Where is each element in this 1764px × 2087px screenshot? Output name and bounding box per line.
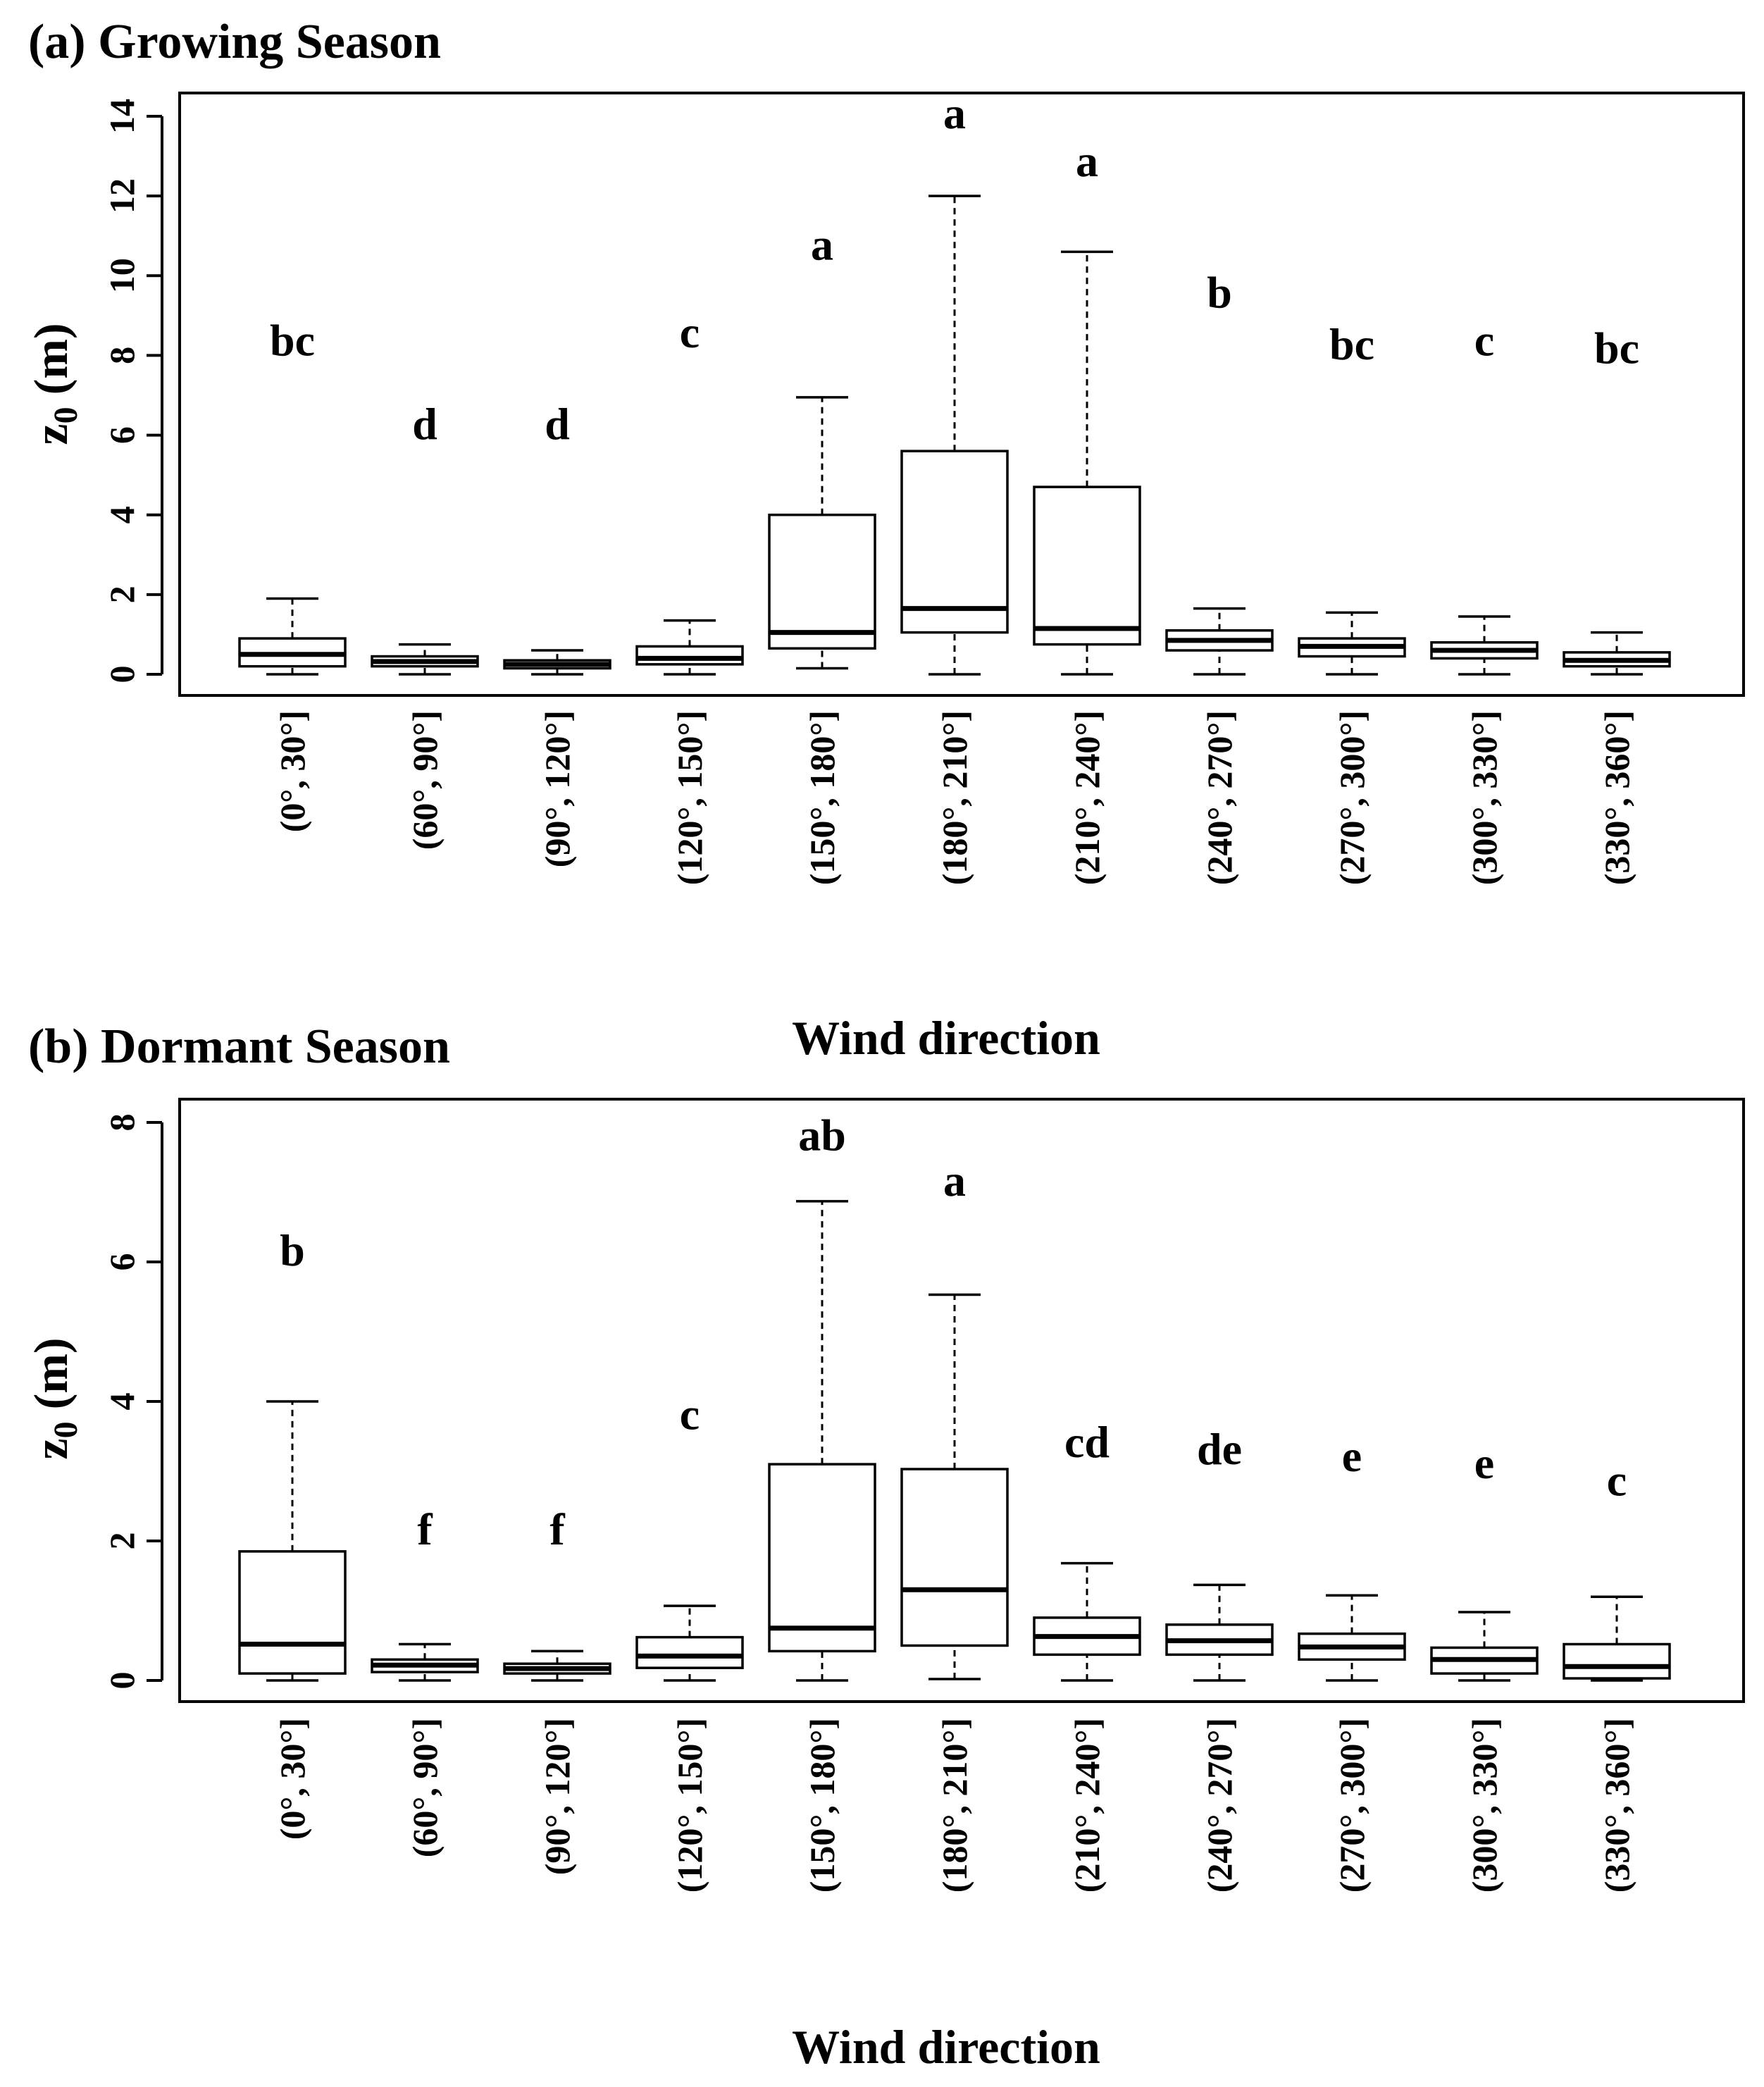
panel-a-x-category-label-11: (330°, 360°] xyxy=(1597,710,1636,885)
panel-a-x-category-label-3: (90°, 120°] xyxy=(538,710,577,867)
panel-b-x-axis-title: Wind direction xyxy=(792,2020,1100,2074)
panel-a-significance-letter-7: a xyxy=(1076,136,1098,186)
panel-a-box-1 xyxy=(238,597,347,676)
panel-b-significance-letter-2: f xyxy=(417,1504,433,1554)
panel-b-significance-letter-4: c xyxy=(680,1389,700,1439)
panel-a-title: (a) Growing Season xyxy=(28,15,441,69)
panel-a-iqr-box xyxy=(1033,485,1141,646)
panel-b-x-category-label-5: (150°, 180°] xyxy=(802,1718,842,1893)
panel-b-x-category-label-6: (180°, 210°] xyxy=(935,1718,974,1893)
panel-b-iqr-box xyxy=(238,1550,347,1675)
panel-a-significance-letter-1: bc xyxy=(270,315,315,365)
panel-a-x-category-label-8: (240°, 270°] xyxy=(1200,710,1239,885)
panel-b-box-1 xyxy=(238,1400,347,1682)
panel-b-significance-letter-1: b xyxy=(280,1225,305,1275)
panel-a-iqr-box xyxy=(900,450,1009,634)
panel-b-iqr-box xyxy=(900,1468,1009,1647)
panel-a-box-3 xyxy=(503,649,611,676)
panel-a-x-category-label-4: (120°, 150°] xyxy=(670,710,709,885)
panel-b-significance-letter-8: de xyxy=(1197,1424,1242,1474)
panel-a-y-tick-label: 2 xyxy=(102,586,142,603)
panel-a-x-category-label-2: (60°, 90°] xyxy=(405,710,445,850)
panel-a-x-category-label-10: (300°, 330°] xyxy=(1465,710,1504,885)
panel-a-box-5 xyxy=(768,396,876,670)
panel-b-iqr-box xyxy=(635,1635,744,1669)
panel-b-iqr-box xyxy=(768,1463,876,1653)
panel-a-box-4 xyxy=(635,619,744,676)
panel-b-significance-letter-11: c xyxy=(1607,1456,1627,1506)
panel-b-significance-letter-3: f xyxy=(549,1504,565,1554)
panel-a-x-category-label-1: (0°, 30°] xyxy=(273,710,312,832)
panel-b-box-7 xyxy=(1033,1561,1141,1682)
panel-b-iqr-box xyxy=(1563,1642,1671,1680)
panel-b-x-category-label-3: (90°, 120°] xyxy=(538,1718,577,1875)
panel-b-x-category-label-9: (270°, 300°] xyxy=(1332,1718,1372,1893)
panel-a-significance-letter-3: d xyxy=(545,399,570,449)
panel-b-significance-letter-5: ab xyxy=(798,1110,846,1160)
panel-b-box-5 xyxy=(768,1200,876,1682)
panel-a-significance-letter-5: a xyxy=(811,220,833,270)
panel-b-significance-letter-7: cd xyxy=(1064,1417,1110,1467)
panel-b-y-tick-label: 6 xyxy=(102,1253,142,1271)
panel-a-iqr-box xyxy=(635,645,744,666)
panel-b-y-tick-label: 2 xyxy=(102,1532,142,1550)
panel-b-y-tick-label: 0 xyxy=(102,1672,142,1690)
panel-a-box-11 xyxy=(1563,631,1671,676)
panel-b-x-category-label-4: (120°, 150°] xyxy=(670,1718,709,1893)
panel-b-x-category-label-2: (60°, 90°] xyxy=(405,1718,445,1857)
panel-b-x-category-label-10: (300°, 330°] xyxy=(1465,1718,1504,1893)
panel-a-significance-letter-11: bc xyxy=(1594,323,1639,373)
panel-b-box-6 xyxy=(900,1293,1009,1680)
panel-b-plot-frame xyxy=(178,1098,1745,1703)
panel-a-y-tick-label: 0 xyxy=(102,666,142,683)
panel-dormant-season: (b) Dormant Season z0 (m) Wind direction… xyxy=(24,1020,1745,2074)
panel-b-significance-letter-10: e xyxy=(1474,1438,1494,1488)
panel-a-x-axis-title: Wind direction xyxy=(792,1011,1100,1065)
panel-a-y-tick-label: 8 xyxy=(102,347,142,364)
panel-a-significance-letter-9: bc xyxy=(1329,319,1374,369)
panel-a-box-10 xyxy=(1430,615,1539,676)
panel-b-title: (b) Dormant Season xyxy=(28,1020,450,1074)
panel-b-x-category-label-1: (0°, 30°] xyxy=(273,1718,312,1840)
panel-b-box-2 xyxy=(371,1642,479,1682)
panel-a-box-9 xyxy=(1298,611,1406,676)
panel-growing-season: (a) Growing Season z0 (m) Wind direction… xyxy=(24,15,1745,1065)
panel-a-box-8 xyxy=(1165,607,1274,676)
panel-a-y-tick-label: 14 xyxy=(102,99,142,134)
panel-b-x-category-label-8: (240°, 270°] xyxy=(1200,1718,1239,1893)
panel-b-y-axis-title: z0 (m) xyxy=(24,1337,85,1459)
panel-a-box-7 xyxy=(1033,250,1141,676)
panel-b-box-4 xyxy=(635,1604,744,1682)
panel-b-box-8 xyxy=(1165,1583,1274,1682)
panel-a-y-tick-label: 10 xyxy=(102,258,142,293)
panel-a-significance-letter-6: a xyxy=(943,88,966,138)
panel-a-x-category-label-6: (180°, 210°] xyxy=(935,710,974,885)
panel-b-significance-letter-6: a xyxy=(943,1156,966,1206)
panel-b-y-tick-label: 8 xyxy=(102,1114,142,1132)
panel-a-box-2 xyxy=(371,643,479,676)
panel-a-significance-letter-8: b xyxy=(1207,268,1232,318)
panel-b-box-3 xyxy=(503,1649,611,1682)
panel-b-significance-letter-9: e xyxy=(1342,1431,1362,1481)
panel-b-box-9 xyxy=(1298,1594,1406,1682)
panel-a-y-tick-label: 6 xyxy=(102,426,142,444)
panel-a-y-tick-label: 12 xyxy=(102,178,142,213)
panel-a-x-category-label-7: (210°, 240°] xyxy=(1067,710,1107,885)
panel-b-box-10 xyxy=(1430,1611,1539,1682)
panel-a-x-category-label-5: (150°, 180°] xyxy=(802,710,842,885)
panel-a-significance-letter-10: c xyxy=(1474,315,1494,365)
panel-a-box-6 xyxy=(900,194,1009,676)
panel-a-x-category-label-9: (270°, 300°] xyxy=(1332,710,1372,885)
panel-a-y-axis-title: z0 (m) xyxy=(24,323,85,445)
panel-b-box-11 xyxy=(1563,1595,1671,1682)
panel-b-x-category-label-7: (210°, 240°] xyxy=(1067,1718,1107,1893)
panel-a-plot-frame xyxy=(178,92,1745,697)
panel-b-x-category-label-11: (330°, 360°] xyxy=(1597,1718,1636,1893)
panel-a-y-tick-label: 4 xyxy=(102,506,142,524)
panel-a-significance-letter-2: d xyxy=(412,399,437,449)
panel-b-y-tick-label: 4 xyxy=(102,1393,142,1411)
panel-a-significance-letter-4: c xyxy=(680,307,700,357)
panel-a-iqr-box xyxy=(768,513,876,650)
